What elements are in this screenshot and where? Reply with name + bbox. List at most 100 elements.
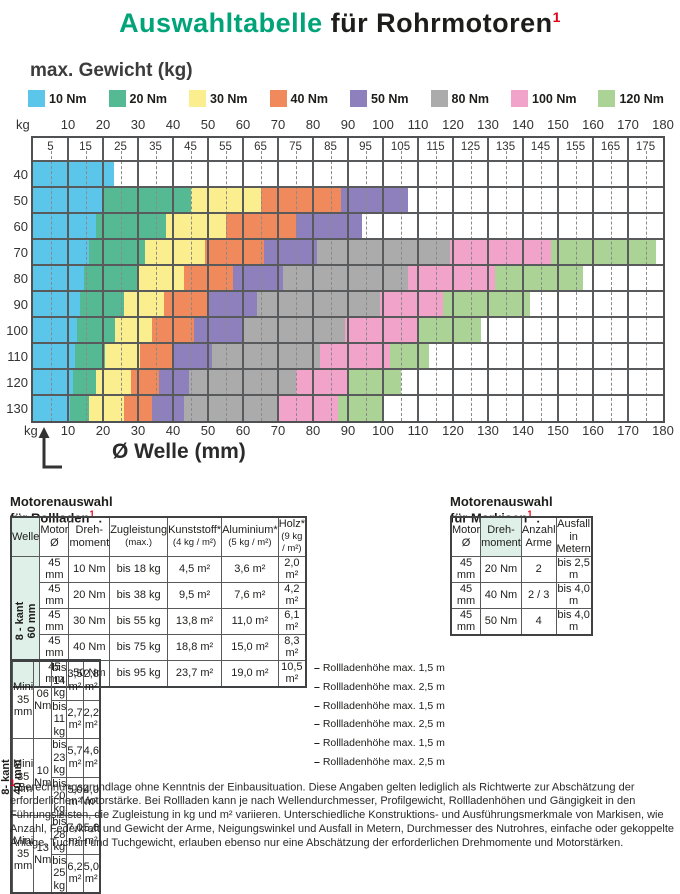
row-gridline: [33, 290, 663, 292]
weight-label: 40: [13, 167, 28, 182]
minor-gridline: [435, 151, 437, 421]
x-tick-label: 130: [477, 117, 499, 132]
chart-segment-50Nm: [295, 213, 362, 239]
table-cell: bis 38 kg: [109, 581, 169, 609]
table-cell: 10,5 m²: [277, 659, 307, 687]
chart-segment-120Nm: [418, 317, 481, 343]
table-cell: 7,6 m²: [221, 581, 279, 609]
table-cell: 2,0 m²: [277, 555, 307, 583]
legend-item: 20 Nm: [108, 90, 167, 107]
major-gridline: [452, 138, 454, 421]
chart-segment-100Nm: [344, 317, 418, 343]
minor-gridline: [85, 151, 87, 421]
rollladenhoehe-note: – Rollladenhöhe max. 1,5 m: [314, 696, 445, 715]
chart-legend: 10 Nm 20 Nm 30 Nm 40 Nm 50 Nm 80 Nm 100 Nm 120 …: [28, 90, 664, 107]
table-cell: 15,0 m²: [221, 633, 279, 661]
table-cell: bis 4,0 m: [555, 581, 593, 609]
legend-swatch: [108, 90, 126, 107]
x-tick-label: 160: [582, 117, 604, 132]
column-header: Aluminium* (5 kg / m²): [221, 516, 279, 557]
table-row: 8- kant 40 mm Mini 35 mm 06 Nm bis 14 kg 3,5 m…: [0, 660, 101, 894]
minor-tick-label: 165: [600, 141, 621, 153]
chart-heading: max. Gewicht (kg): [30, 60, 193, 81]
chart-segment-30Nm: [138, 265, 184, 291]
row-gridline: [33, 316, 663, 318]
major-gridline: [67, 138, 69, 421]
page-title-part1: Auswahltabelle: [119, 8, 323, 38]
chart-segment-80Nm: [257, 291, 380, 317]
table-cell: 2,7 m²: [66, 699, 84, 739]
major-gridline: [627, 138, 629, 421]
axis-bottom-unit: kg: [24, 423, 38, 438]
x-tick-label: 30: [130, 117, 146, 132]
chart-segment-10Nm: [33, 369, 74, 395]
note-text: Rollladenhöhe max. 1,5 m: [322, 737, 445, 750]
x-tick-label: 160: [582, 423, 604, 438]
weight-label: 60: [13, 219, 28, 234]
minor-gridline: [470, 151, 472, 421]
major-gridline: [242, 138, 244, 421]
chart-segment-100Nm: [278, 395, 338, 421]
minor-gridline: [295, 151, 297, 421]
row-gridline: [33, 160, 663, 162]
chart-segment-10Nm: [33, 317, 77, 343]
table-cell: 11,0 m²: [221, 607, 279, 635]
chart-segment-120Nm: [348, 369, 401, 395]
title-footnote-marker: 1: [552, 9, 561, 25]
major-gridline: [347, 138, 349, 421]
legend-label: 30 Nm: [210, 91, 248, 106]
x-tick-label: 140: [512, 423, 534, 438]
column-header: Motor Ø: [39, 516, 70, 557]
chart-segment-40Nm: [260, 187, 341, 213]
column-header: Zugleistung (max.): [109, 516, 169, 557]
axis-corner-arrow-icon: [38, 427, 62, 469]
weight-label: 90: [13, 297, 28, 312]
minor-tick-label: 175: [635, 141, 656, 153]
weight-label: 80: [13, 271, 28, 286]
table-cell: 7,0 m²: [66, 815, 84, 855]
x-tick-label: 120: [442, 423, 464, 438]
minor-tick-label: 85: [324, 141, 337, 153]
chart-segment-30Nm: [145, 239, 205, 265]
major-gridline: [137, 138, 139, 421]
chart-segment-30Nm: [89, 395, 124, 421]
x-axis-label: Ø Welle (mm): [112, 440, 246, 463]
major-gridline: [102, 138, 104, 421]
minor-tick-label: 95: [359, 141, 372, 153]
chart-segment-20Nm: [73, 369, 96, 395]
major-gridline: [207, 138, 209, 421]
note-dash-icon: –: [314, 699, 320, 712]
legend-item: 10 Nm: [28, 90, 87, 107]
table-header-row: Welle Motor Ø Dreh-moment Zugleistung (max.) K…: [10, 516, 307, 557]
note-dash-icon: –: [314, 681, 320, 694]
legend-swatch: [430, 90, 448, 107]
weight-label: 120: [6, 375, 28, 390]
x-tick-label: 80: [305, 117, 321, 132]
minor-gridline: [505, 151, 507, 421]
chart-segment-20Nm: [103, 187, 191, 213]
minor-tick-label: 35: [149, 141, 162, 153]
minor-tick-label: 45: [184, 141, 197, 153]
chart-segment-100Nm: [449, 239, 551, 265]
x-tick-label: 100: [372, 117, 394, 132]
table-cell: 45 mm: [450, 607, 482, 635]
x-tick-label: 40: [165, 117, 181, 132]
axis-bottom: kg 10 20 30 40 50 60 70 80 90 100 110 120 130 140 150 1…: [0, 423, 680, 438]
x-tick-label: 90: [340, 423, 356, 438]
table-cell: 10 Nm: [68, 555, 111, 583]
chart-segment-100Nm: [320, 343, 390, 369]
minor-tick-label: 135: [495, 141, 516, 153]
chart-segment-50Nm: [152, 395, 184, 421]
row-gridline: [33, 186, 663, 188]
column-header: Dreh-moment: [68, 516, 111, 557]
x-tick-label: 150: [547, 117, 569, 132]
minor-gridline: [610, 151, 612, 421]
minor-tick-label: 105: [390, 141, 411, 153]
minor-tick-label: 65: [254, 141, 267, 153]
chart-segment-40Nm: [131, 369, 159, 395]
table-cell: 40 Nm: [480, 581, 522, 609]
row-gridline: [33, 342, 663, 344]
chart-segment-40Nm: [204, 239, 264, 265]
column-header: Dreh-moment: [480, 516, 522, 557]
chart-segment-50Nm: [194, 317, 243, 343]
